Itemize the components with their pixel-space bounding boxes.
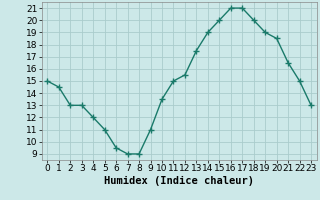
- X-axis label: Humidex (Indice chaleur): Humidex (Indice chaleur): [104, 176, 254, 186]
